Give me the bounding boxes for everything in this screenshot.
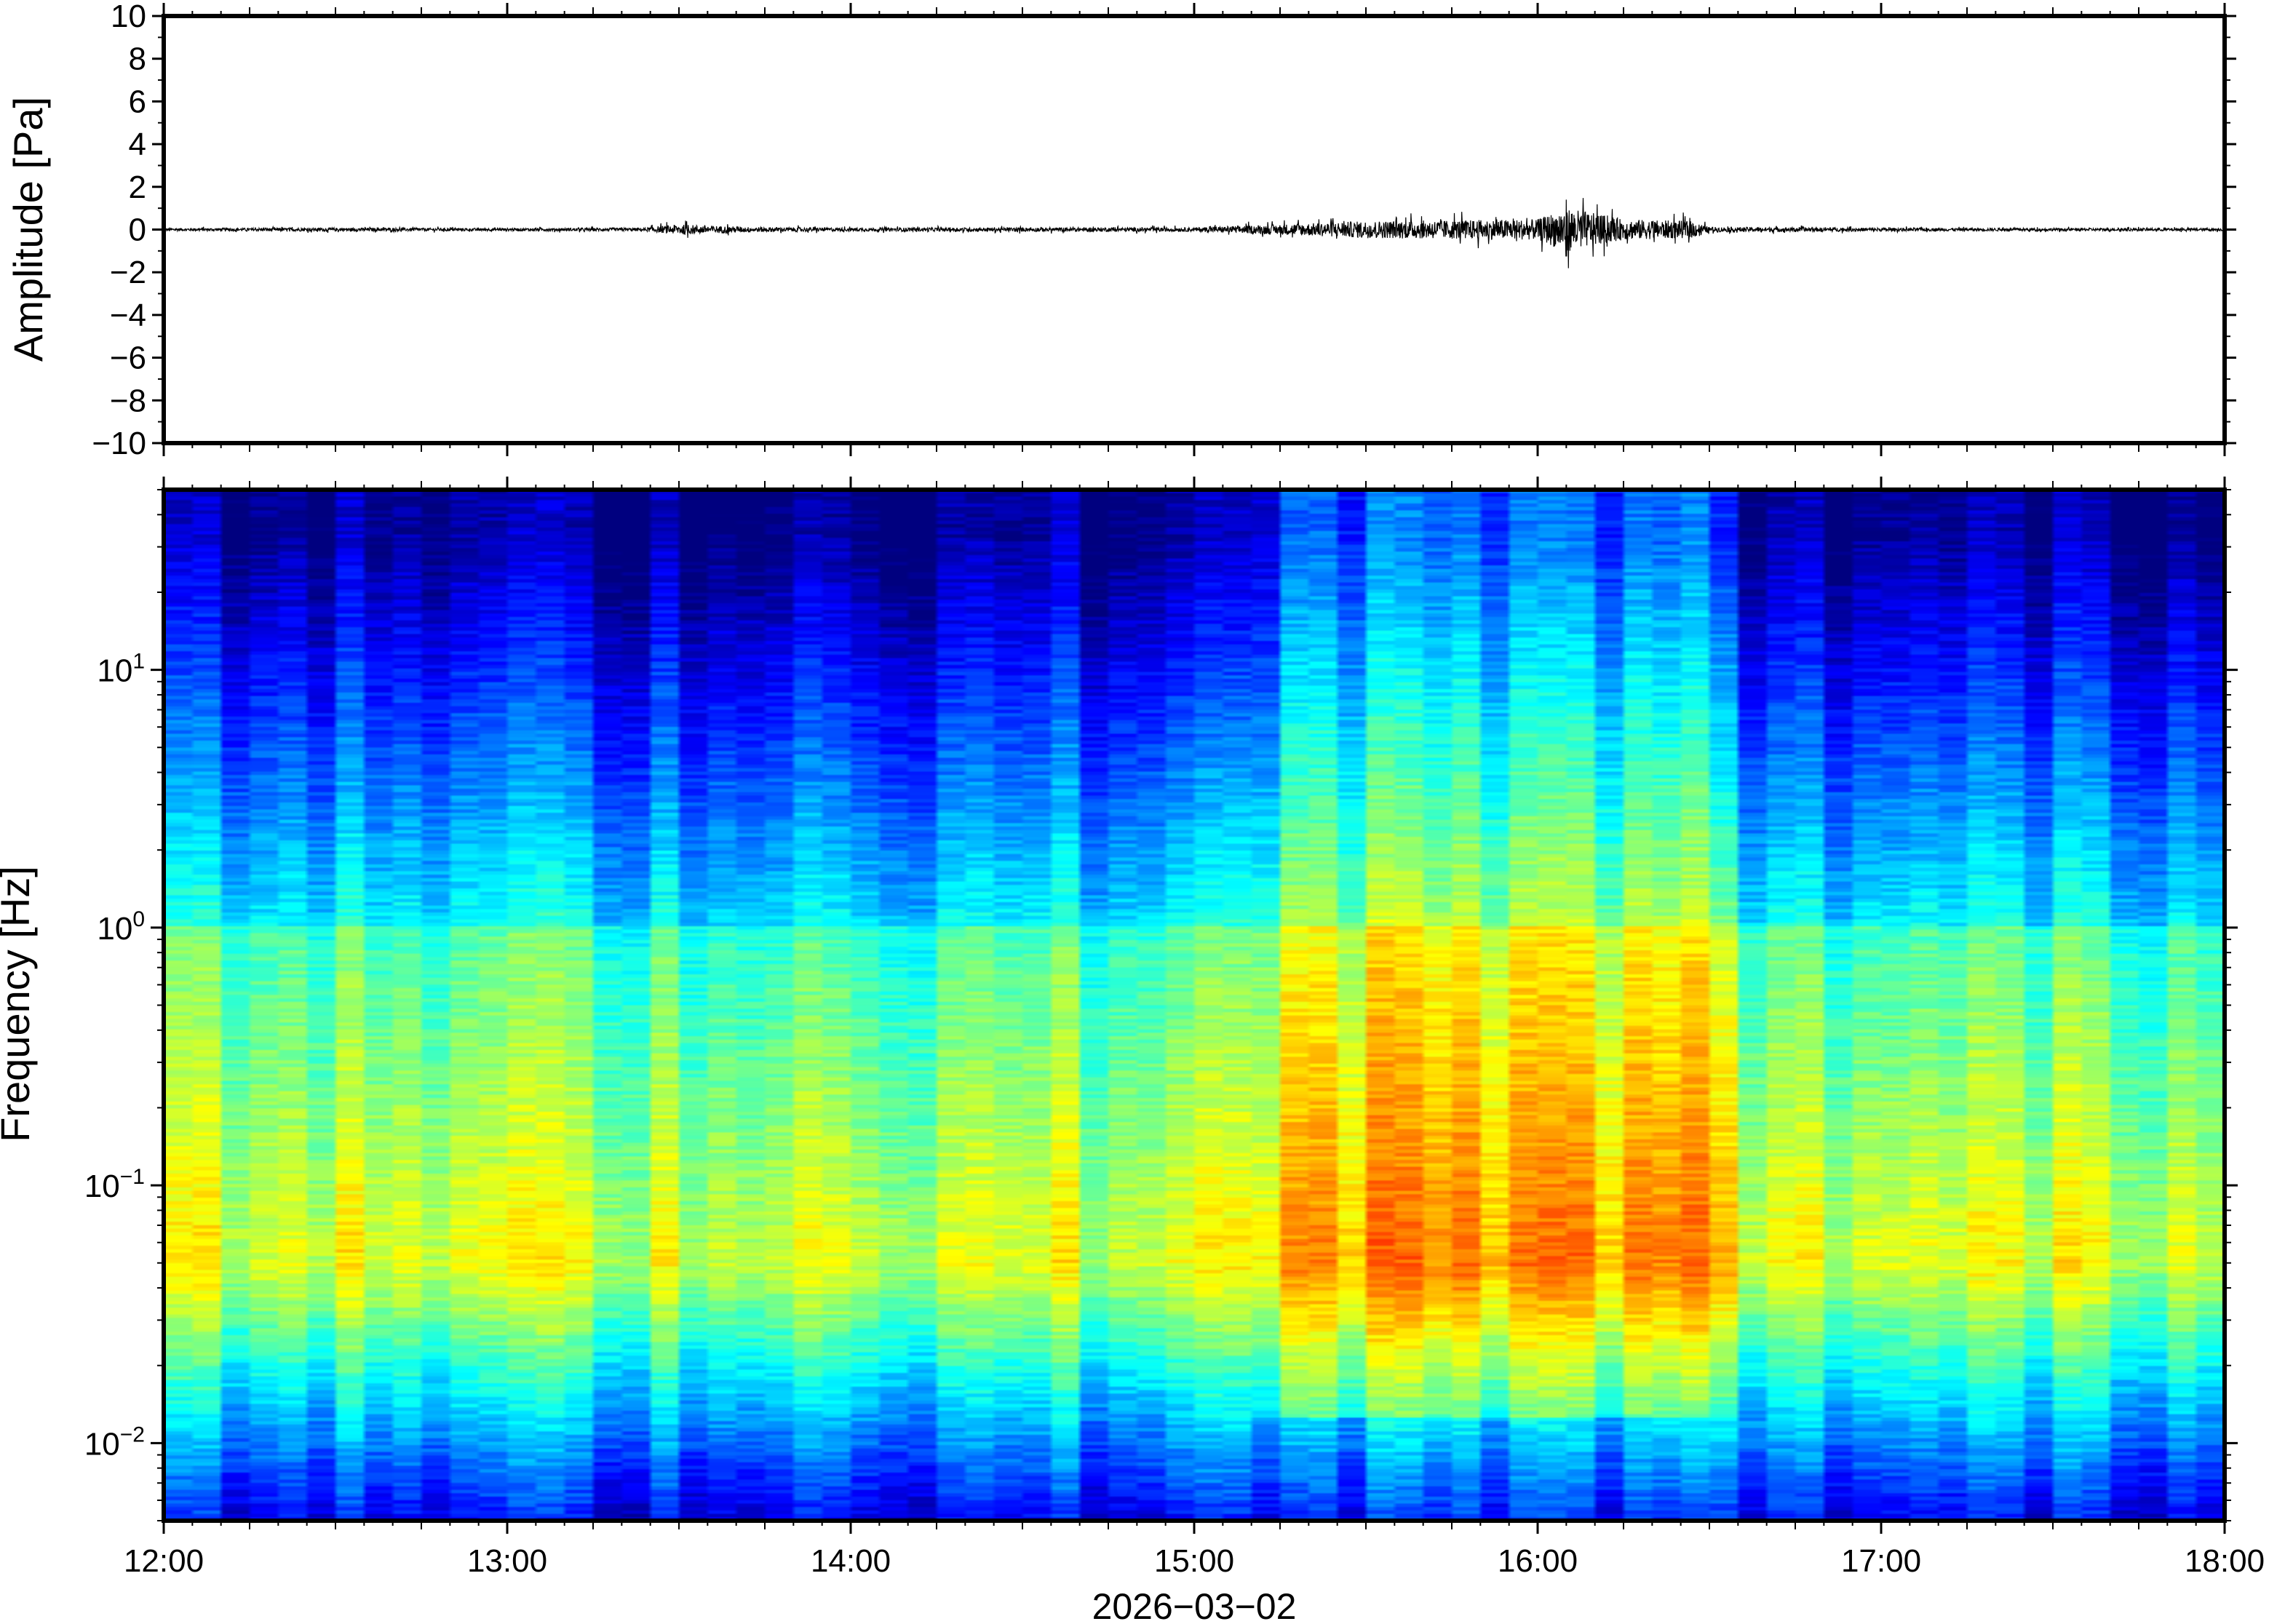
waveform-y-tick-label: 6 [129,84,146,119]
spectrogram-y-axis-title: Frequency [Hz] [0,866,38,1142]
waveform-y-tick-label: 2 [129,170,146,205]
spectrogram-y-tick-label: 100 [97,907,145,947]
waveform-y-tick-label: 10 [111,0,146,34]
waveform-panel: 10 8 6 4 2 0 −2 −4 −6 −8 −10 Amplitude [Pa] [5,0,2236,461]
waveform-y-tick-label: −6 [110,341,146,376]
waveform-y-tick-label: −8 [110,383,146,418]
spectrogram-panel: 101 100 10−1 10−2 12:00 13:00 14:00 15:00 16:00… [0,477,2265,1624]
spectrogram-x-tick-label: 13:00 [467,1543,547,1579]
spectrogram-heatmap [164,490,2225,1521]
spectrogram-x-tick-label: 17:00 [1841,1543,1921,1579]
waveform-y-tick-label: 8 [129,41,146,77]
waveform-y-ticks: 10 8 6 4 2 0 −2 −4 −6 −8 −10 [92,0,2236,461]
spectrogram-y-tick-label: 10−2 [84,1422,145,1462]
waveform-trace [163,198,2225,268]
spectrogram-frame [162,487,2227,1523]
spectrogram-x-tick-label: 14:00 [811,1543,891,1579]
waveform-y-axis-title: Amplitude [Pa] [5,97,51,362]
spectrogram-y-ticks: 101 100 10−1 10−2 [84,489,2238,1521]
spectrogram-x-tick-label: 12:00 [124,1543,204,1579]
spectrogram-y-tick-label: 101 [97,650,145,689]
waveform-y-tick-label: −4 [110,298,146,333]
spectrogram-y-tick-label: 10−1 [84,1165,145,1204]
waveform-y-tick-label: −2 [110,255,146,290]
x-axis-date-label: 2026−03−02 [1092,1586,1297,1624]
spectrogram-x-tick-label: 16:00 [1498,1543,1578,1579]
waveform-y-tick-label: −10 [92,426,146,461]
waveform-y-tick-label: 4 [129,127,146,162]
spectrogram-x-tick-label: 15:00 [1154,1543,1234,1579]
waveform-frame [162,14,2227,445]
spectrogram-x-tick-label: 18:00 [2185,1543,2265,1579]
waveform-y-tick-label: 0 [129,212,146,248]
